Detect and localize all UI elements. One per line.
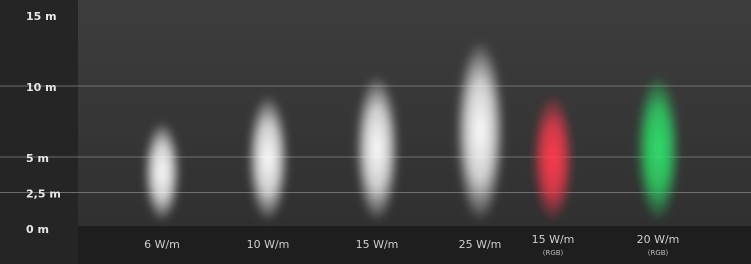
beam (248, 95, 289, 222)
x-tick-sublabel: (RGB) (648, 249, 669, 257)
x-tick-sublabel: (RGB) (543, 249, 564, 257)
x-tick-label: 15 W/m (356, 238, 399, 251)
x-tick-label: 6 W/m (144, 238, 180, 251)
y-tick-label: 5 m (26, 152, 49, 165)
chart: 0 m 2,5 m 5 m 10 m 15 m 6 W/m 10 W/m 15 W/m 25 W… (0, 0, 751, 264)
beam (533, 95, 574, 222)
beam (455, 41, 504, 222)
x-tick-label: 15 W/m (532, 233, 575, 246)
x-tick-label: 25 W/m (459, 238, 502, 251)
y-tick-label: 0 m (26, 223, 49, 236)
y-tick-label: 10 m (26, 81, 57, 94)
beam (636, 75, 680, 222)
y-tick-label: 15 m (26, 10, 57, 23)
x-tick-label: 20 W/m (637, 233, 680, 246)
x-tick-label: 10 W/m (247, 238, 290, 251)
beam (355, 75, 399, 222)
y-tick-label: 2,5 m (26, 188, 61, 201)
beam (144, 122, 181, 223)
